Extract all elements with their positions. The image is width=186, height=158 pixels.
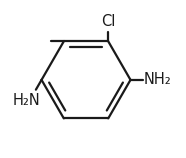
Text: H₂N: H₂N <box>13 93 41 108</box>
Text: Cl: Cl <box>101 14 116 29</box>
Text: NH₂: NH₂ <box>144 72 171 87</box>
